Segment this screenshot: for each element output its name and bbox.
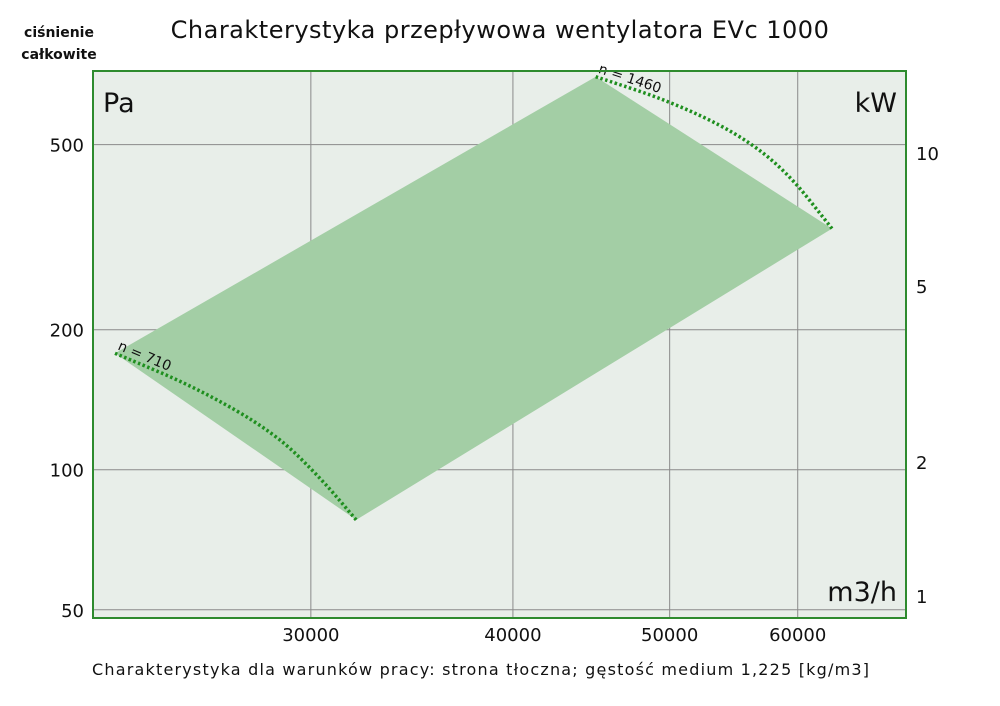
- y-tick-label-right: 2: [916, 453, 927, 474]
- y-axis-caption-line-1: ciśnienie: [24, 25, 94, 41]
- unit-label-flow: m3/h: [827, 577, 897, 608]
- footer-note: Charakterystyka dla warunków pracy: stro…: [92, 660, 871, 679]
- x-tick-label: 50000: [641, 625, 698, 646]
- unit-label-kw: kW: [855, 88, 897, 119]
- plot-frame: [92, 70, 907, 619]
- x-tick-label: 60000: [769, 625, 826, 646]
- y-tick-label-left: 50: [61, 601, 84, 622]
- chart-title: Charakterystyka przepływowa wentylatora …: [170, 16, 830, 44]
- y-tick-label-left: 200: [50, 321, 84, 342]
- y-axis-caption-line-2: całkowite: [21, 47, 97, 63]
- y-tick-label-left: 500: [50, 136, 84, 157]
- operating-region: [115, 76, 832, 520]
- x-tick-label: 30000: [282, 625, 339, 646]
- y-tick-label-right: 1: [916, 587, 927, 608]
- y-tick-label-right: 10: [916, 144, 939, 165]
- x-tick-label: 40000: [484, 625, 541, 646]
- unit-label-pa: Pa: [103, 88, 135, 119]
- y-axis-caption: ciśnienie całkowite: [14, 22, 104, 66]
- y-tick-label-left: 100: [50, 461, 84, 482]
- y-tick-label-right: 5: [916, 277, 927, 298]
